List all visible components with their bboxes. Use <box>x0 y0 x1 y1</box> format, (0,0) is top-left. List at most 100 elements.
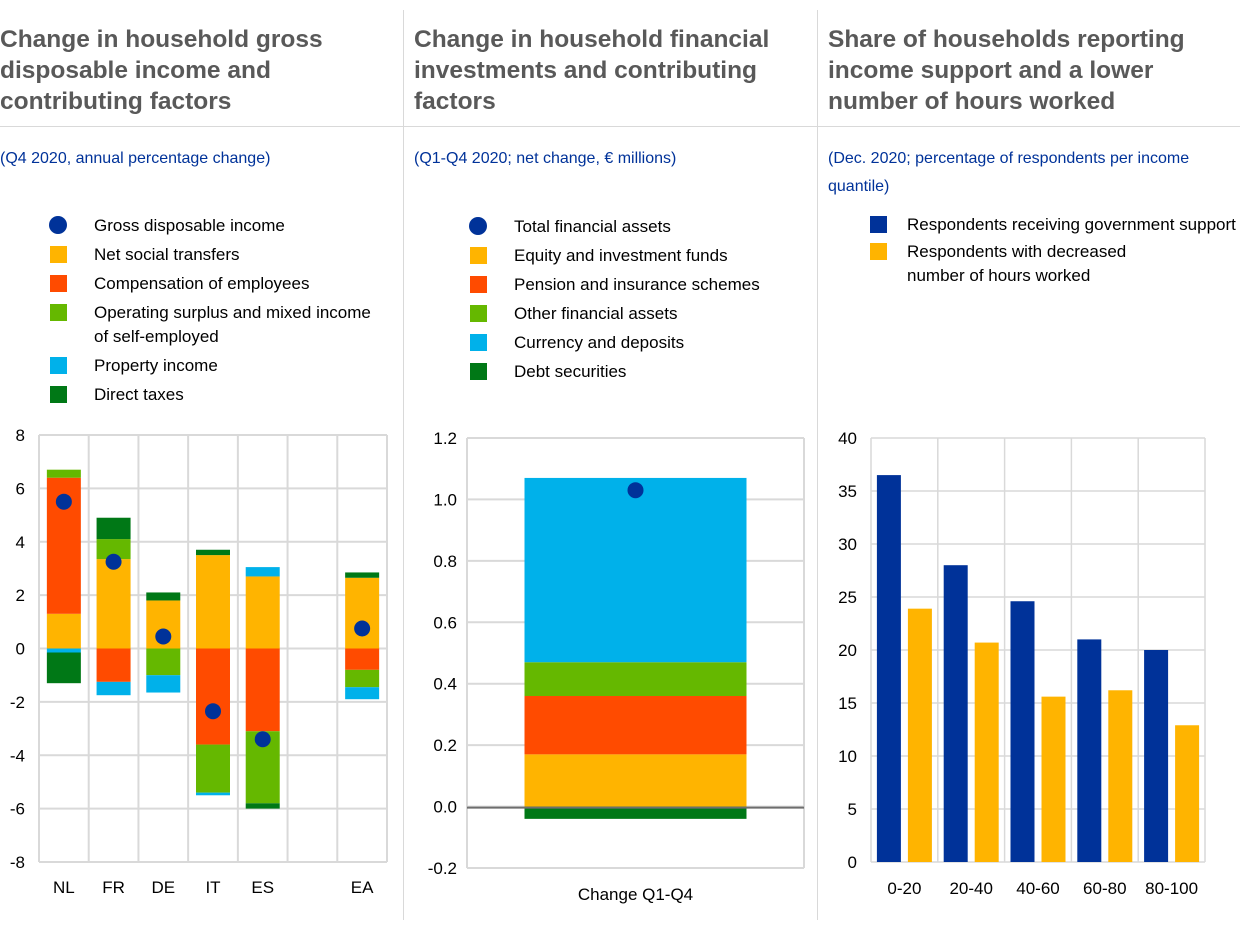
panel-divider <box>403 10 404 920</box>
legend-swatch-icon <box>50 275 67 292</box>
bar-segment <box>46 613 81 649</box>
legend-item: Respondents with decreased number of hou… <box>858 240 1187 288</box>
x-tick-label: FR <box>102 878 125 897</box>
legend-swatch-icon <box>870 216 887 233</box>
marker-dot <box>354 620 371 637</box>
bar <box>943 565 968 862</box>
legend-item: Net social transfers <box>36 243 376 267</box>
bar-segment <box>46 469 81 478</box>
y-tick-label: -6 <box>10 800 25 819</box>
x-tick-label: IT <box>205 878 220 897</box>
bar-segment <box>96 648 131 682</box>
legend-label: Debt securities <box>514 362 627 381</box>
legend-label: Equity and investment funds <box>514 246 728 265</box>
x-tick-label: Change Q1-Q4 <box>578 885 693 904</box>
legend-item: Currency and deposits <box>456 331 816 355</box>
bar-segment <box>196 792 230 796</box>
marker-dot <box>254 731 271 748</box>
y-tick-label: 10 <box>838 747 857 766</box>
bar-segment <box>345 577 380 649</box>
chart-subtitle: (Q4 2020, annual percentage change) <box>0 150 271 167</box>
legend-label: Direct taxes <box>94 385 184 404</box>
legend-label: Pension and insurance schemes <box>514 275 760 294</box>
x-tick-label: 80-100 <box>1145 879 1198 898</box>
legend-label: Property income <box>94 356 218 375</box>
legend-swatch-icon <box>50 304 67 321</box>
y-tick-label: 0 <box>16 640 25 659</box>
x-tick-label: NL <box>53 878 75 897</box>
bar-segment <box>196 555 230 649</box>
legend-item: Pension and insurance schemes <box>456 273 816 297</box>
legend-item: Respondents receiving government support <box>858 213 1238 237</box>
y-tick-label: 0.2 <box>433 736 457 755</box>
bar-segment <box>245 567 280 577</box>
bar-segment <box>146 592 181 601</box>
bar-segment <box>345 669 380 688</box>
income-chart: 8 6 4 2 0 -2 -4 -6 -8 NL FR DE IT ES EA <box>10 426 388 897</box>
legend-swatch-icon <box>470 305 487 322</box>
bar-segment <box>345 572 380 578</box>
chart-title: Change in household financial investment… <box>414 26 770 115</box>
legend-label: Compensation of employees <box>94 274 310 293</box>
legend-item: Compensation of employees <box>36 272 376 296</box>
bar-segment <box>96 681 131 696</box>
bar-segment <box>524 806 747 819</box>
legend-label: Other financial assets <box>514 304 678 323</box>
x-tick-label: DE <box>151 878 175 897</box>
bar-segment <box>196 744 230 793</box>
legend-swatch-icon <box>50 357 67 374</box>
y-tick-label: 0.8 <box>433 552 457 571</box>
y-tick-label: 15 <box>838 694 857 713</box>
y-tick-label: 0.0 <box>433 798 457 817</box>
legend-label: Respondents receiving government support <box>907 215 1236 234</box>
bar <box>907 608 932 862</box>
marker-dot <box>205 703 221 720</box>
legend: Respondents receiving government support… <box>858 213 1238 291</box>
legend: Gross disposable income Net social trans… <box>36 214 376 412</box>
legend-swatch-icon <box>470 276 487 293</box>
bar-segment <box>196 648 230 745</box>
y-tick-label: 40 <box>838 429 857 448</box>
y-tick-label: -8 <box>10 853 25 872</box>
legend-swatch-icon <box>870 243 887 260</box>
x-tick-label: EA <box>351 878 374 897</box>
bar-segment <box>146 648 181 676</box>
bar-segment <box>146 675 181 693</box>
chart-subtitle: (Q1-Q4 2020; net change, € millions) <box>414 150 677 167</box>
y-tick-label: -4 <box>10 746 25 765</box>
bar <box>1108 690 1133 862</box>
x-tick-label: 40-60 <box>1016 879 1059 898</box>
bar-segment <box>96 517 131 540</box>
legend-label: Currency and deposits <box>514 333 685 352</box>
bar-segment <box>96 539 131 560</box>
legend-item: Operating surplus and mixed income of se… <box>36 301 374 349</box>
y-tick-label: 8 <box>16 426 25 445</box>
x-tick-label: 0-20 <box>887 879 921 898</box>
marker-dot <box>155 628 172 645</box>
bar <box>1041 696 1066 862</box>
bar-segment <box>46 648 81 653</box>
bar-segment <box>196 549 230 556</box>
x-tick-label: ES <box>251 878 274 897</box>
y-tick-label: 20 <box>838 641 857 660</box>
bar-segment <box>524 754 747 807</box>
bar-segment <box>524 477 747 663</box>
y-tick-label: 0.6 <box>433 613 457 632</box>
legend-item: Direct taxes <box>36 383 376 407</box>
legend-item: Debt securities <box>456 360 816 384</box>
y-tick-label: 1.0 <box>433 490 457 509</box>
header-divider <box>0 126 1240 127</box>
bar <box>974 642 999 862</box>
legend-swatch-icon <box>470 363 487 380</box>
households-chart: 40 35 30 25 20 15 10 5 0 0-20 20-40 40-60 60-80 80-10… <box>838 429 1206 898</box>
chart-title: Change in household gross disposable inc… <box>0 26 323 115</box>
y-tick-label: 0 <box>848 853 857 872</box>
bar-segment <box>245 803 280 809</box>
bar-segment <box>524 662 747 696</box>
y-tick-label: -2 <box>10 693 25 712</box>
legend-label: Respondents with decreased number of hou… <box>907 242 1127 285</box>
y-tick-label: 2 <box>16 586 25 605</box>
y-tick-label: 30 <box>838 535 857 554</box>
bar-segment <box>345 648 380 670</box>
panel-investments: Change in household financial investment… <box>404 0 817 929</box>
